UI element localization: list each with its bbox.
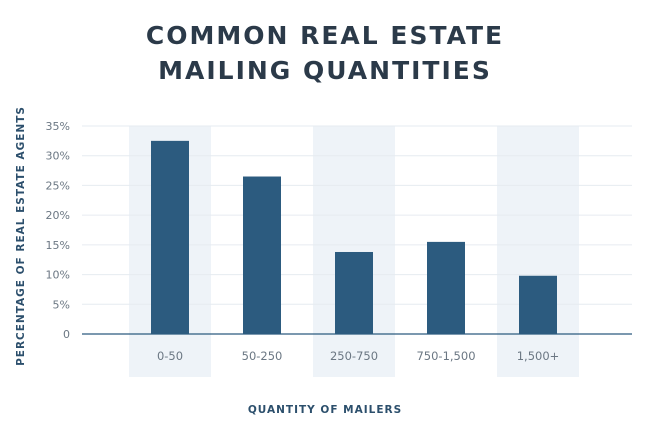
y-tick-label: 0	[63, 328, 70, 341]
y-tick-label: 10%	[46, 269, 70, 282]
y-axis-label: PERCENTAGE OF REAL ESTATE AGENTS	[15, 106, 27, 366]
y-tick-label: 35%	[46, 120, 70, 133]
category-band	[313, 126, 395, 377]
x-tick-label: 250-750	[330, 349, 378, 363]
x-tick-label: 50-250	[242, 349, 283, 363]
bar	[519, 275, 557, 334]
x-tick-label: 0-50	[157, 349, 183, 363]
x-axis-label: QUANTITY OF MAILERS	[247, 404, 403, 416]
bar	[335, 251, 373, 334]
bar	[151, 140, 189, 334]
y-tick-label: 5%	[53, 298, 70, 311]
chart-title-line-2: MAILING QUANTITIES	[158, 56, 492, 85]
y-tick-label: 25%	[46, 179, 70, 192]
category-band	[497, 126, 579, 377]
bar	[243, 176, 281, 334]
chart-title-line-1: COMMON REAL ESTATE	[145, 21, 505, 50]
y-tick-label: 15%	[46, 239, 70, 252]
x-tick-label: 1,500+	[517, 349, 560, 363]
y-tick-label: 20%	[46, 209, 70, 222]
chart-title: COMMON REAL ESTATE MAILING QUANTITIES	[0, 18, 650, 88]
x-tick-label: 750-1,500	[416, 349, 475, 363]
bar	[427, 241, 465, 334]
y-tick-label: 30%	[46, 150, 70, 163]
